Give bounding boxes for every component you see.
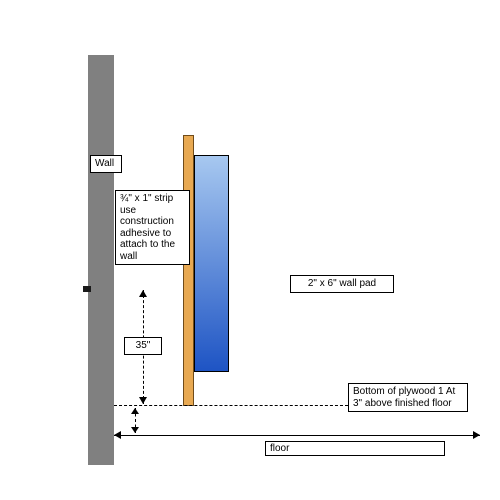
plywood-bottom-label: Bottom of plywood 1 At 3" above finished… <box>348 383 468 412</box>
floor-line <box>114 435 480 436</box>
gap-dimension-arrow-bottom <box>131 427 139 433</box>
gap-dimension-arrow-top <box>131 408 139 414</box>
height-dimension-arrow-top <box>139 290 147 297</box>
floor-label: floor <box>265 441 445 456</box>
wall <box>88 55 114 465</box>
wall-pad-label: 2" x 6" wall pad <box>290 275 394 293</box>
floor-line-arrow-left <box>114 431 121 439</box>
plywood-bottom-dash <box>114 405 348 406</box>
strip-callout-label: ¾" x 1" strip use construction adhesive … <box>115 190 190 265</box>
wall-mount-tab <box>83 286 91 292</box>
height-dimension-label: 35" <box>124 337 162 355</box>
wall-pad <box>194 155 229 372</box>
wall-label: Wall <box>90 155 122 173</box>
floor-line-arrow-right <box>473 431 480 439</box>
plywood-strip <box>183 135 194 406</box>
height-dimension-arrow-bottom <box>139 397 147 404</box>
